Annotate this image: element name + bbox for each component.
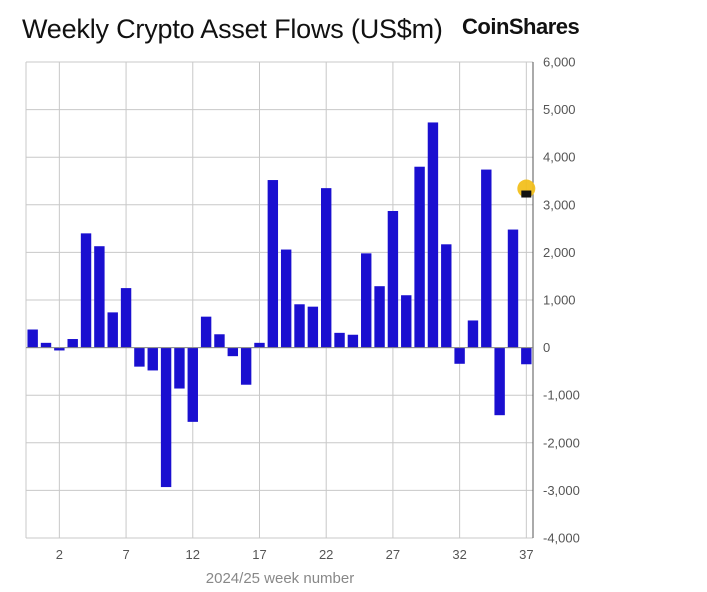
bar-week-25 bbox=[361, 253, 372, 348]
bar-week-21 bbox=[307, 306, 319, 348]
y-tick-label: -2,000 bbox=[543, 435, 580, 450]
bar-week-19 bbox=[280, 249, 292, 348]
bar-week-3 bbox=[67, 339, 78, 348]
bar-week-28 bbox=[401, 295, 412, 348]
bar-week-12 bbox=[187, 347, 198, 422]
bar-week-10 bbox=[160, 347, 172, 488]
bar-week-20 bbox=[294, 304, 305, 348]
x-tick-label: 27 bbox=[386, 547, 400, 562]
bar-week-6 bbox=[107, 312, 118, 348]
bar-week-0 bbox=[27, 329, 38, 348]
bar-week-34 bbox=[481, 169, 492, 348]
bar-week-5 bbox=[94, 246, 105, 348]
bar-week-4 bbox=[80, 233, 92, 348]
y-tick-label: 4,000 bbox=[543, 150, 576, 165]
bar-week-2 bbox=[54, 347, 65, 351]
bar-week-18 bbox=[267, 180, 279, 348]
bar-week-14 bbox=[214, 334, 225, 348]
bar-week-29 bbox=[414, 166, 425, 348]
y-tick-label: 0 bbox=[543, 340, 550, 355]
bar-week-30 bbox=[427, 122, 439, 348]
x-axis-label: 2024/25 week number bbox=[206, 570, 354, 587]
y-tick-label: -4,000 bbox=[543, 531, 580, 546]
y-tick-label: 6,000 bbox=[543, 55, 576, 70]
y-tick-label: 2,000 bbox=[543, 245, 576, 260]
y-tick-label: 1,000 bbox=[543, 293, 576, 308]
bar-week-33 bbox=[467, 320, 479, 348]
bar-week-1 bbox=[40, 342, 52, 348]
bar-week-32 bbox=[454, 347, 465, 364]
highlight-marker-square bbox=[521, 190, 532, 198]
y-tick-label: 3,000 bbox=[543, 197, 576, 212]
bar-week-23 bbox=[334, 332, 345, 348]
bar-week-22 bbox=[320, 188, 332, 348]
bar-week-16 bbox=[240, 347, 252, 385]
x-tick-label: 7 bbox=[122, 547, 129, 562]
x-tick-label: 37 bbox=[519, 547, 533, 562]
y-tick-label: -1,000 bbox=[543, 388, 580, 403]
bar-week-11 bbox=[174, 347, 185, 389]
bar-week-26 bbox=[374, 286, 385, 348]
y-tick-label: 5,000 bbox=[543, 102, 576, 117]
x-tick-label: 22 bbox=[319, 547, 333, 562]
bar-week-31 bbox=[441, 244, 452, 348]
bar-week-27 bbox=[387, 210, 399, 348]
bar-week-9 bbox=[147, 347, 158, 371]
bar-week-7 bbox=[120, 288, 132, 348]
y-tick-label: -3,000 bbox=[543, 483, 580, 498]
x-tick-label: 32 bbox=[452, 547, 466, 562]
bar-week-13 bbox=[200, 316, 212, 348]
bar-week-15 bbox=[227, 347, 239, 357]
bar-week-36 bbox=[507, 229, 519, 348]
x-tick-label: 12 bbox=[186, 547, 200, 562]
bar-week-37 bbox=[521, 347, 532, 365]
x-tick-label: 2 bbox=[56, 547, 63, 562]
bar-week-8 bbox=[134, 347, 145, 367]
coinshares-logo: CoinShares bbox=[462, 14, 580, 39]
bar-week-24 bbox=[347, 334, 359, 348]
bar-week-35 bbox=[494, 347, 505, 416]
bar-week-17 bbox=[254, 342, 265, 348]
chart-title: Weekly Crypto Asset Flows (US$m) bbox=[22, 14, 443, 44]
x-tick-label: 17 bbox=[252, 547, 266, 562]
